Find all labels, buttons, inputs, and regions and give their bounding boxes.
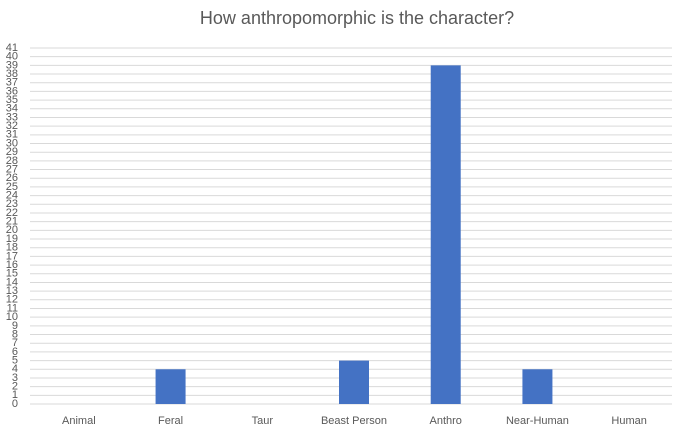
x-tick-label: Feral [158,415,183,427]
y-tick-label: 3 [12,372,18,384]
y-tick-label: 34 [6,103,18,115]
y-tick-label: 26 [6,172,18,184]
y-tick-label: 8 [12,328,18,340]
y-tick-label: 5 [12,354,18,366]
y-tick-label: 13 [6,285,18,297]
y-tick-label: 32 [6,120,18,132]
y-tick-label: 33 [6,111,18,123]
y-tick-label: 4 [12,363,18,375]
bar [430,65,461,405]
y-tick-label: 31 [6,129,18,141]
x-tick-label: Taur [252,415,274,427]
y-tick-label: 9 [12,320,18,332]
y-tick-label: 6 [12,346,18,358]
y-tick-label: 16 [6,259,18,271]
y-tick-label: 27 [6,163,18,175]
x-tick-label: Human [611,415,646,427]
y-tick-label: 41 [6,42,18,54]
y-tick-label: 20 [6,224,18,236]
y-tick-label: 14 [6,276,18,288]
y-tick-label: 39 [6,59,18,71]
y-tick-label: 12 [6,294,18,306]
y-tick-label: 24 [6,190,18,202]
y-tick-label: 29 [6,146,18,158]
y-tick-label: 22 [6,207,18,219]
x-tick-label: Anthro [430,415,462,427]
x-tick-label: Near-Human [506,415,569,427]
y-tick-label: 38 [6,68,18,80]
y-tick-label: 25 [6,181,18,193]
x-tick-label: Beast Person [321,415,387,427]
chart-title: How anthropomorphic is the character? [200,8,514,28]
y-tick-label: 15 [6,268,18,280]
y-tick-label: 7 [12,337,18,349]
y-tick-label: 18 [6,242,18,254]
y-tick-label: 11 [7,302,18,314]
bar [339,360,369,404]
y-tick-label: 23 [6,198,18,210]
y-tick-label: 30 [6,137,18,149]
bar [522,369,553,404]
y-tick-label: 36 [6,85,18,97]
y-tick-label: 1 [12,389,18,401]
y-tick-label: 2 [12,381,18,393]
y-tick-label: 37 [6,77,18,89]
y-tick-label: 10 [6,311,18,323]
y-tick-label: 17 [6,250,18,262]
y-tick-label: 40 [6,51,18,63]
bar [155,369,186,404]
y-tick-label: 21 [6,216,18,228]
y-tick-label: 35 [6,94,18,106]
y-tick-label: 0 [12,398,18,410]
x-tick-label: Animal [62,415,96,427]
y-tick-label: 28 [6,155,18,167]
y-tick-label: 19 [6,233,18,245]
